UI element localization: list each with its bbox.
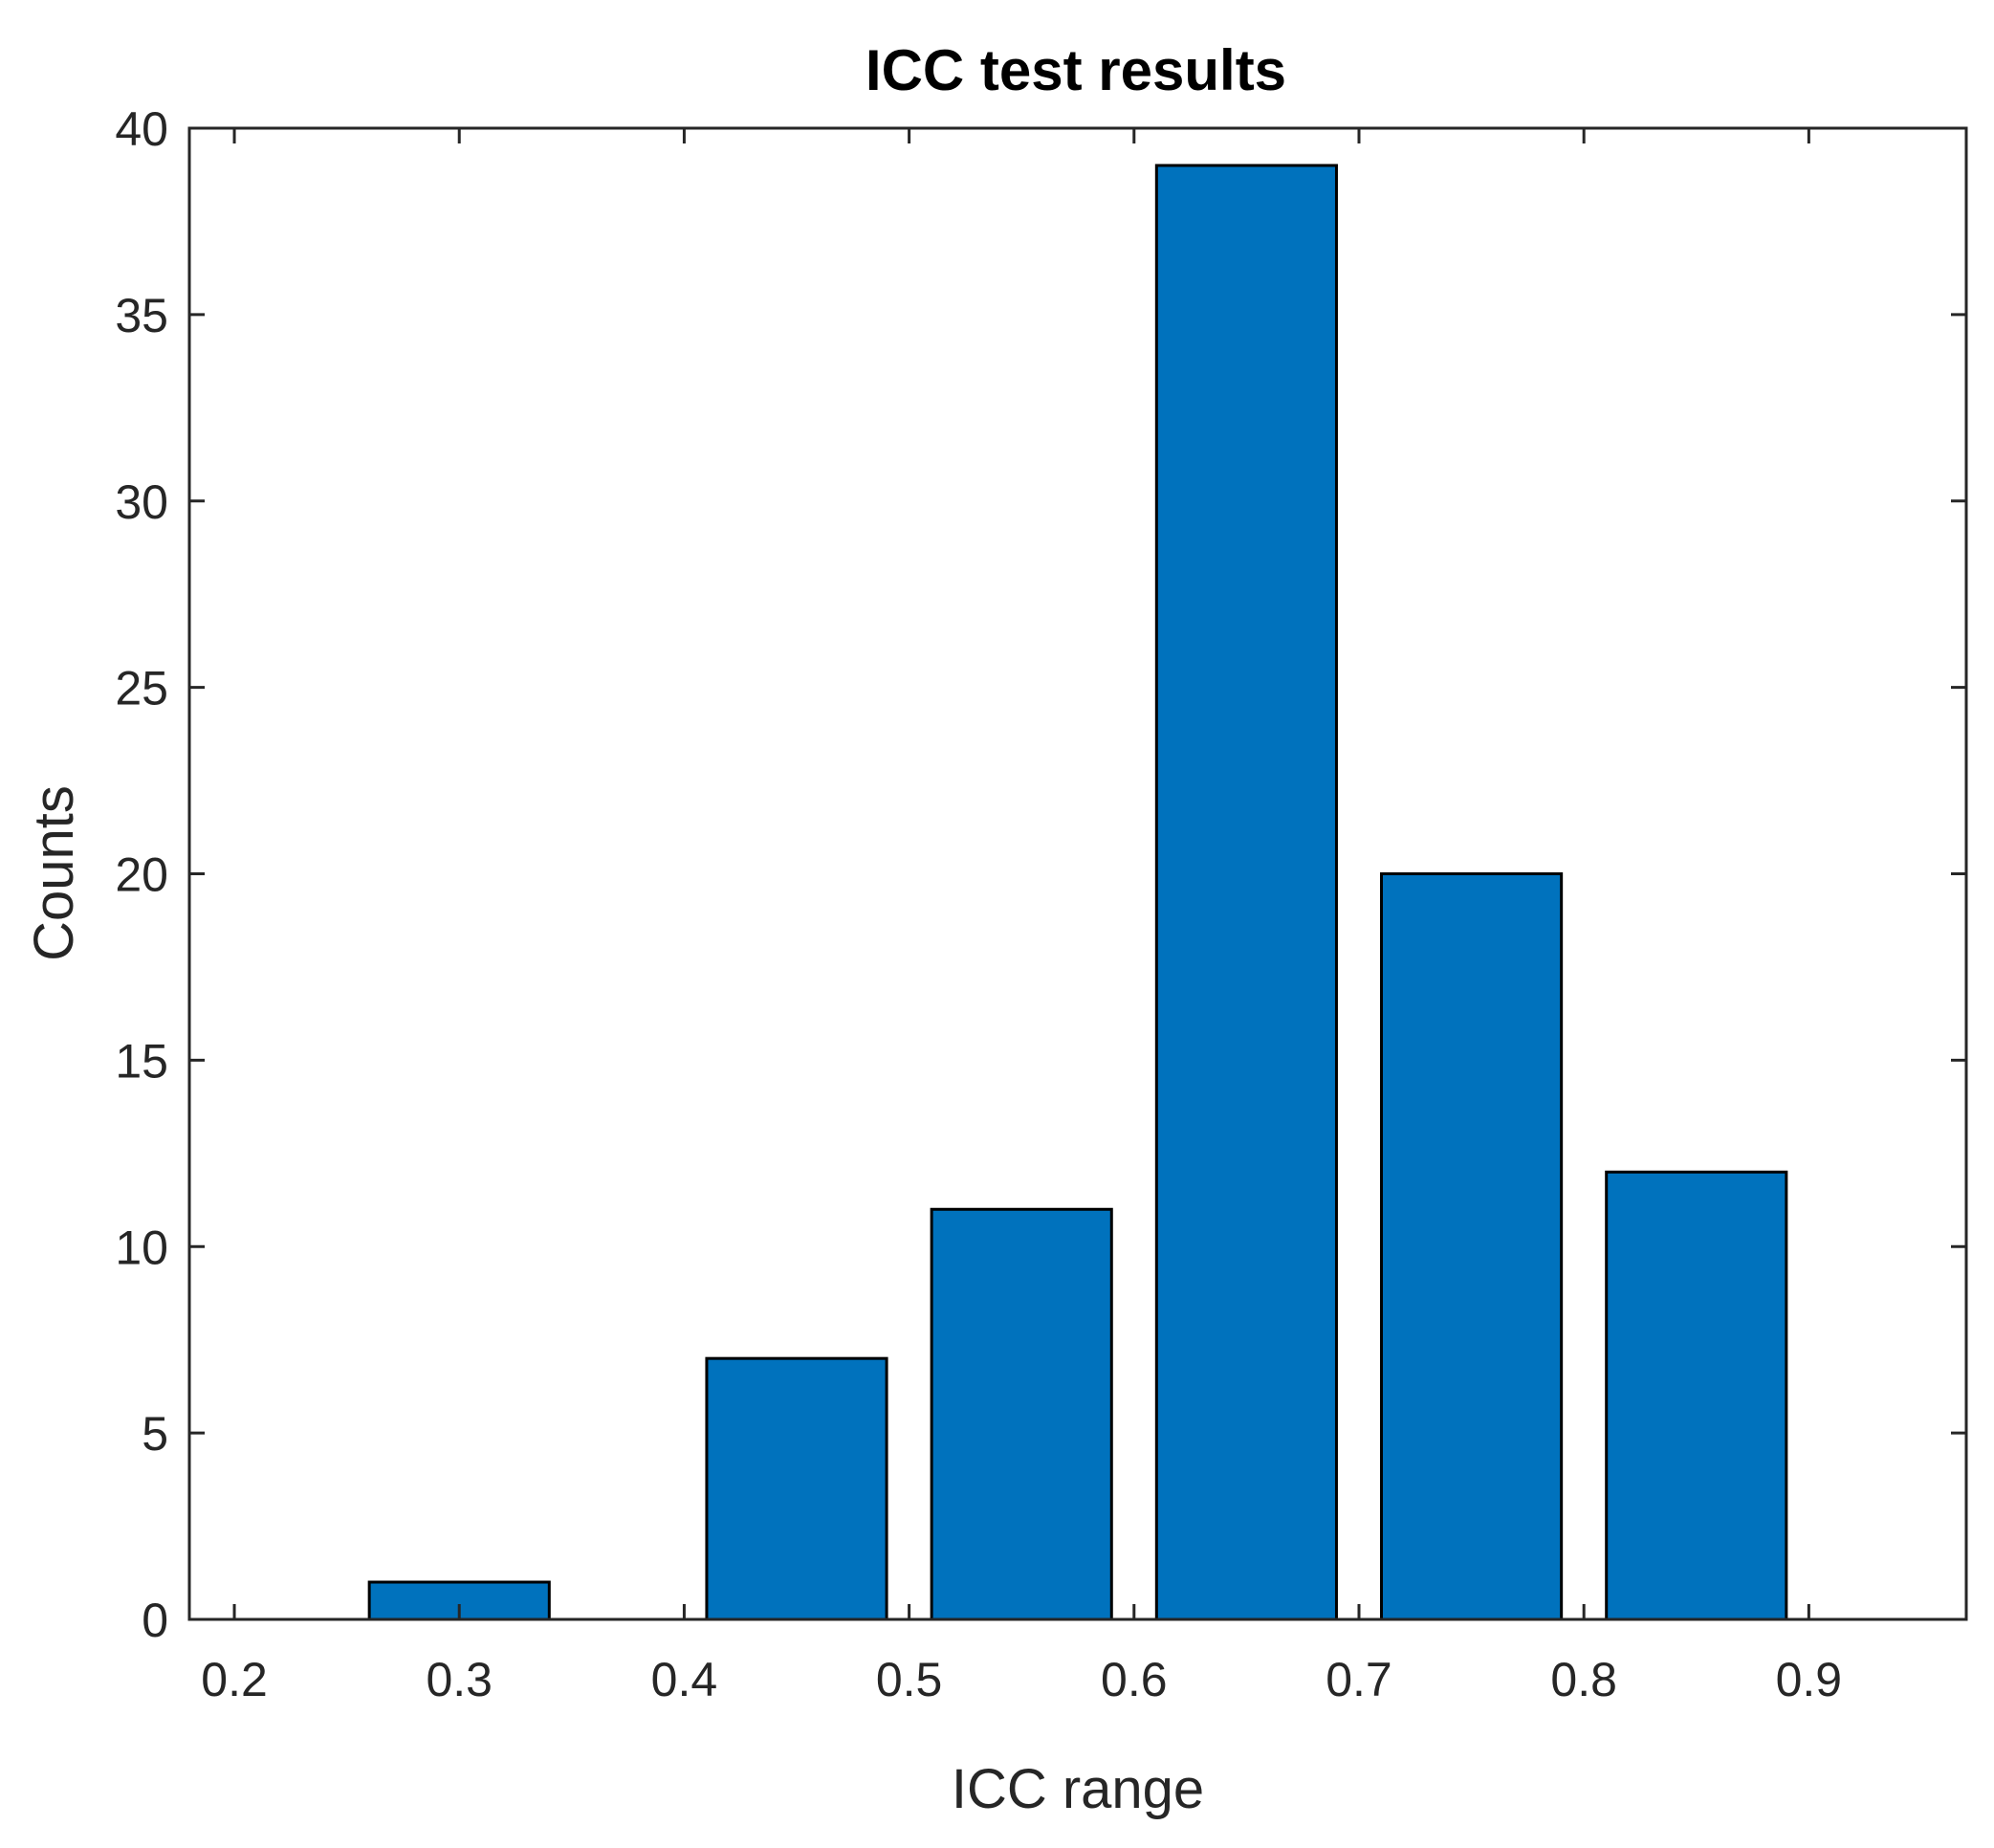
bar-3 xyxy=(930,1207,1113,1621)
x-tick-label-2: 0.4 xyxy=(651,1653,718,1706)
x-tick-label-7: 0.9 xyxy=(1776,1653,1843,1706)
bar-4 xyxy=(1154,164,1338,1621)
y-tick-label-2: 10 xyxy=(115,1221,168,1274)
x-tick-label-5: 0.7 xyxy=(1326,1653,1392,1706)
x-tick-label-6: 0.8 xyxy=(1550,1653,1617,1706)
y-tick-label-1: 5 xyxy=(142,1407,168,1461)
y-tick-label-4: 20 xyxy=(115,848,168,902)
x-tick-label-4: 0.6 xyxy=(1101,1653,1168,1706)
y-axis-label: Counts xyxy=(23,785,85,961)
x-tick-label-1: 0.3 xyxy=(426,1653,493,1706)
y-tick-label-3: 15 xyxy=(115,1034,168,1088)
y-tick-label-5: 25 xyxy=(115,662,168,715)
x-tick-label-0: 0.2 xyxy=(201,1653,268,1706)
y-tick-label-7: 35 xyxy=(115,289,168,342)
bar-2 xyxy=(705,1356,888,1621)
x-axis-label: ICC range xyxy=(952,1758,1204,1820)
chart-title: ICC test results xyxy=(866,38,1286,102)
y-tick-label-0: 0 xyxy=(142,1594,168,1647)
bar-6 xyxy=(1605,1170,1788,1621)
plot-frame xyxy=(187,126,1968,1621)
y-tick-label-6: 30 xyxy=(115,475,168,529)
bar-5 xyxy=(1380,872,1564,1621)
y-tick-label-8: 40 xyxy=(115,102,168,156)
tick-labels-layer: 0.2 0.3 0.4 0.5 0.6 0.7 0.8 0.9 0 5 10 15 20 25 30 35 40 xyxy=(115,102,1842,1706)
bars-layer xyxy=(367,164,1788,1621)
x-tick-label-3: 0.5 xyxy=(876,1653,943,1706)
